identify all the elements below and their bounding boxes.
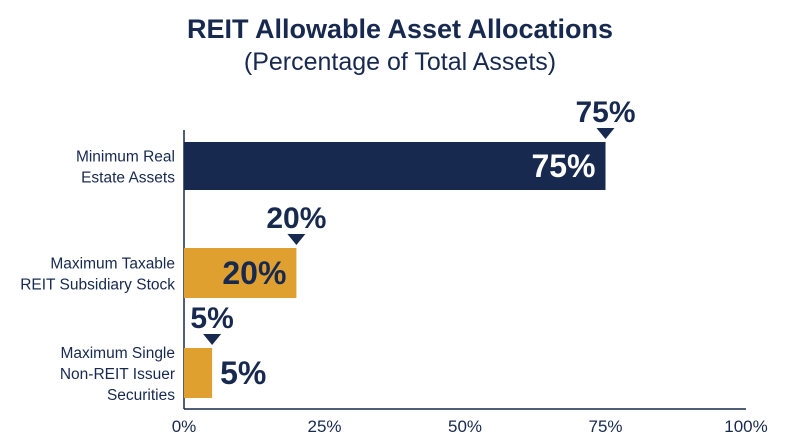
callout-label: 75%: [575, 96, 635, 129]
bar: [184, 348, 213, 398]
category-label: Minimum Real Estate Assets: [76, 149, 175, 187]
x-tick-label: 75%: [588, 417, 622, 436]
category-label: Maximum Taxable REIT Subsidiary Stock: [20, 256, 175, 294]
bar: [184, 142, 606, 190]
x-tick-label: 0%: [172, 417, 197, 436]
x-tick-label: 100%: [724, 417, 767, 436]
x-tick-label: 25%: [307, 417, 341, 436]
category-label: Maximum Single Non-REIT Issuer Securities: [60, 345, 175, 404]
data-label: 75%: [531, 148, 595, 184]
callout-label: 5%: [190, 302, 233, 335]
chart-subtitle: (Percentage of Total Assets): [243, 48, 557, 76]
x-tick-label: 50%: [448, 417, 482, 436]
data-label: 5%: [220, 355, 266, 391]
bar: [184, 248, 297, 298]
data-label: 20%: [222, 255, 286, 291]
callout-marker: [287, 234, 306, 245]
callout-label: 20%: [266, 202, 326, 235]
chart-title: REIT Allowable Asset Allocations: [186, 14, 614, 44]
callout-marker: [203, 334, 222, 345]
callout-marker: [596, 128, 615, 139]
